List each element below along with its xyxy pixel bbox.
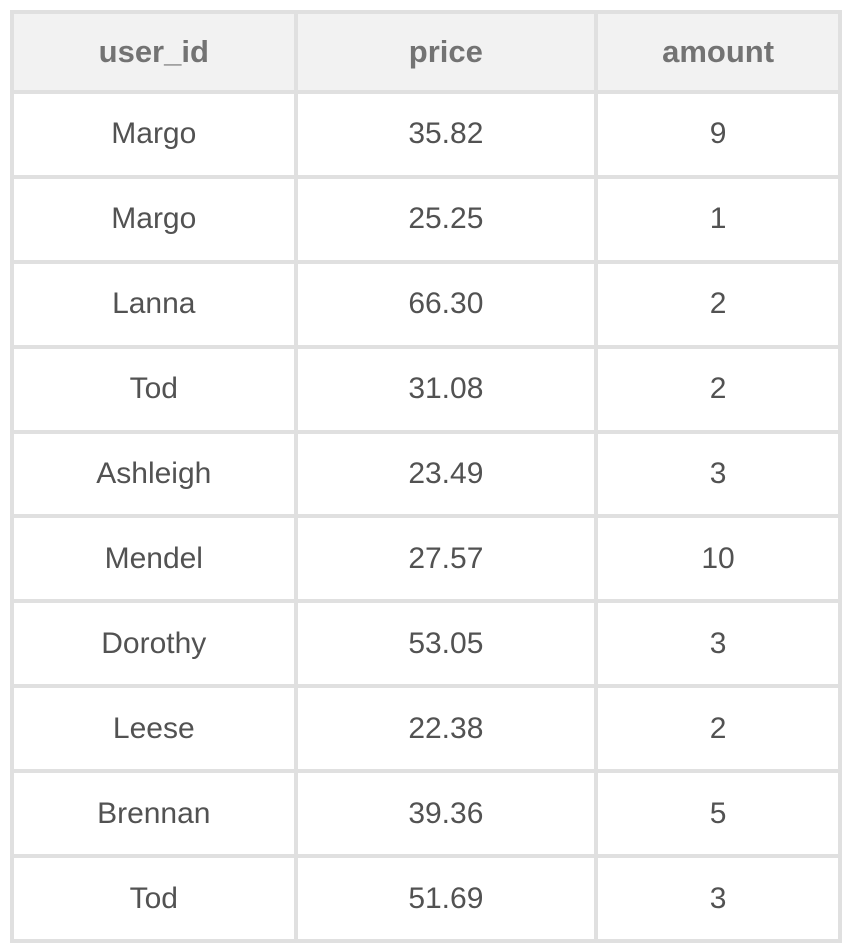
table-body: Margo 35.82 9 Margo 25.25 1 Lanna 66.30 2 Tod 31.0… (10, 90, 842, 943)
table-cell-amount: 3 (594, 599, 842, 689)
table-cell-amount: 2 (594, 684, 842, 774)
table-cell-amount: 1 (594, 174, 842, 264)
table-cell-price: 66.30 (293, 259, 599, 349)
table-cell-user_id: Mendel (10, 514, 298, 604)
table-row: Tod 31.08 2 (10, 344, 842, 434)
table-cell-price: 27.57 (293, 514, 599, 604)
table-cell-amount: 5 (594, 769, 842, 859)
table-cell-price: 22.38 (293, 684, 599, 774)
table-cell-amount: 2 (594, 259, 842, 349)
table-row: Margo 35.82 9 (10, 90, 842, 179)
table-cell-amount: 9 (594, 90, 842, 179)
table-cell-price: 53.05 (293, 599, 599, 689)
table-cell-user_id: Margo (10, 174, 298, 264)
table-cell-price: 25.25 (293, 174, 599, 264)
header-row: user_id price amount (10, 10, 842, 94)
table-cell-user_id: Leese (10, 684, 298, 774)
table-cell-user_id: Ashleigh (10, 429, 298, 519)
table-cell-user_id: Tod (10, 344, 298, 434)
table-cell-price: 31.08 (293, 344, 599, 434)
table-cell-user_id: Tod (10, 854, 298, 943)
table-row: Dorothy 53.05 3 (10, 599, 842, 689)
column-header-price: price (293, 10, 599, 94)
table-row: Brennan 39.36 5 (10, 769, 842, 859)
table-cell-price: 51.69 (293, 854, 599, 943)
table-row: Leese 22.38 2 (10, 684, 842, 774)
table-cell-user_id: Dorothy (10, 599, 298, 689)
table-header: user_id price amount (10, 10, 842, 94)
table-cell-user_id: Margo (10, 90, 298, 179)
table-cell-price: 23.49 (293, 429, 599, 519)
table-row: Ashleigh 23.49 3 (10, 429, 842, 519)
table-cell-user_id: Lanna (10, 259, 298, 349)
table-cell-price: 39.36 (293, 769, 599, 859)
table-row: Tod 51.69 3 (10, 854, 842, 943)
table-row: Lanna 66.30 2 (10, 259, 842, 349)
data-table: user_id price amount Margo 35.82 9 Margo 25.25… (10, 10, 842, 943)
table-cell-user_id: Brennan (10, 769, 298, 859)
column-header-amount: amount (594, 10, 842, 94)
column-header-user_id: user_id (10, 10, 298, 94)
table-cell-price: 35.82 (293, 90, 599, 179)
table-cell-amount: 10 (594, 514, 842, 604)
table-cell-amount: 3 (594, 854, 842, 943)
table-row: Margo 25.25 1 (10, 174, 842, 264)
table-row: Mendel 27.57 10 (10, 514, 842, 604)
table-cell-amount: 3 (594, 429, 842, 519)
table-cell-amount: 2 (594, 344, 842, 434)
